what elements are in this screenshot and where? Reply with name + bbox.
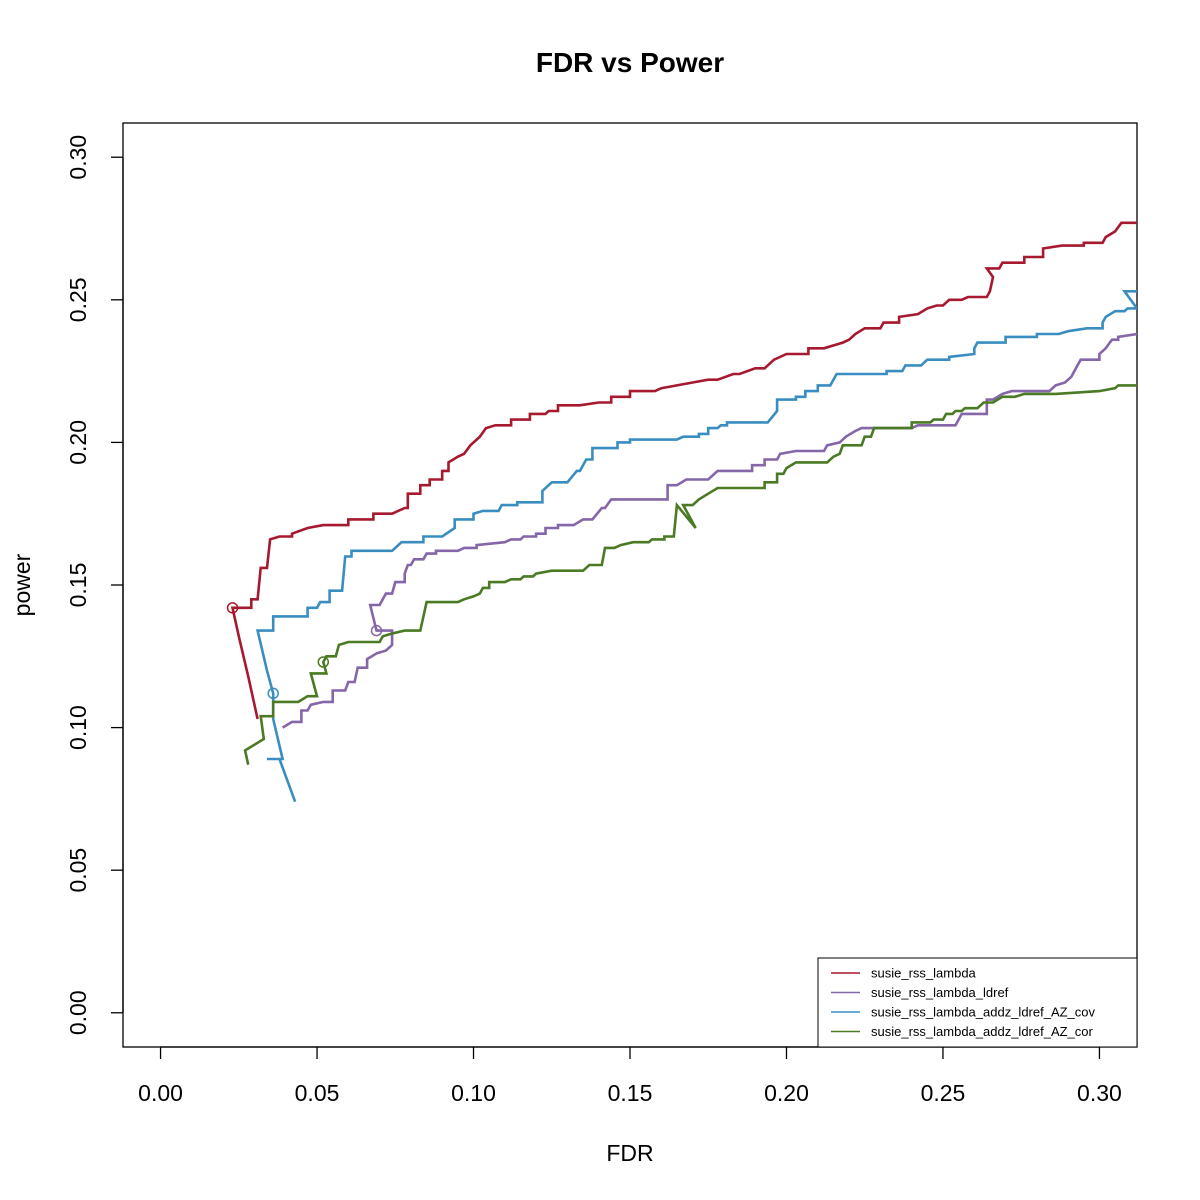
legend-box xyxy=(817,957,1138,1048)
x-axis-label: FDR xyxy=(606,1140,653,1166)
x-tick-label: 0.00 xyxy=(138,1080,183,1106)
y-axis-label: power xyxy=(9,553,35,616)
series-line-susie_rss_lambda_addz_ldref_AZ_cov xyxy=(255,289,1137,803)
y-tick-label: 0.20 xyxy=(65,420,91,465)
legend-entry: susie_rss_lambda_ldref xyxy=(871,985,1009,1000)
y-axis: 0.00 0.05 0.10 0.15 0.20 0.25 0.30 xyxy=(65,135,124,1035)
legend-entry: susie_rss_lambda_addz_ldref_AZ_cov xyxy=(871,1005,1096,1020)
x-tick-label: 0.25 xyxy=(921,1080,966,1106)
x-axis: 0.00 0.05 0.10 0.15 0.20 0.25 0.30 xyxy=(138,1046,1122,1106)
series-line-susie_rss_lambda_ldref xyxy=(281,332,1137,729)
series-lines xyxy=(230,221,1137,803)
series-marker-susie_rss_lambda_addz_ldref_AZ_cor xyxy=(317,656,330,668)
legend-entry: susie_rss_lambda_addz_ldref_AZ_cor xyxy=(871,1024,1094,1039)
series-marker-susie_rss_lambda_addz_ldref_AZ_cov xyxy=(267,687,279,700)
series-marker-susie_rss_lambda xyxy=(226,602,239,614)
x-tick-label: 0.05 xyxy=(295,1080,340,1106)
legend-entry: susie_rss_lambda xyxy=(871,966,977,981)
x-tick-label: 0.15 xyxy=(608,1080,653,1106)
y-tick-label: 0.00 xyxy=(65,990,91,1035)
plot-area-frame xyxy=(122,122,1138,1048)
y-tick-label: 0.05 xyxy=(65,848,91,893)
y-tick-label: 0.10 xyxy=(65,705,91,750)
x-tick-label: 0.30 xyxy=(1077,1080,1122,1106)
y-tick-label: 0.15 xyxy=(65,563,91,608)
y-tick-label: 0.30 xyxy=(65,135,91,180)
series-line-susie_rss_lambda xyxy=(230,221,1137,720)
series-line-susie_rss_lambda_addz_ldref_AZ_cor xyxy=(243,384,1137,765)
x-tick-label: 0.20 xyxy=(764,1080,809,1106)
series-marker-susie_rss_lambda_ldref xyxy=(370,624,383,637)
x-tick-label: 0.10 xyxy=(451,1080,496,1106)
y-tick-label: 0.25 xyxy=(65,277,91,322)
series-markers xyxy=(226,602,383,700)
chart-title: FDR vs Power xyxy=(536,47,724,78)
legend: susie_rss_lambda susie_rss_lambda_ldrefsu… xyxy=(817,957,1138,1048)
